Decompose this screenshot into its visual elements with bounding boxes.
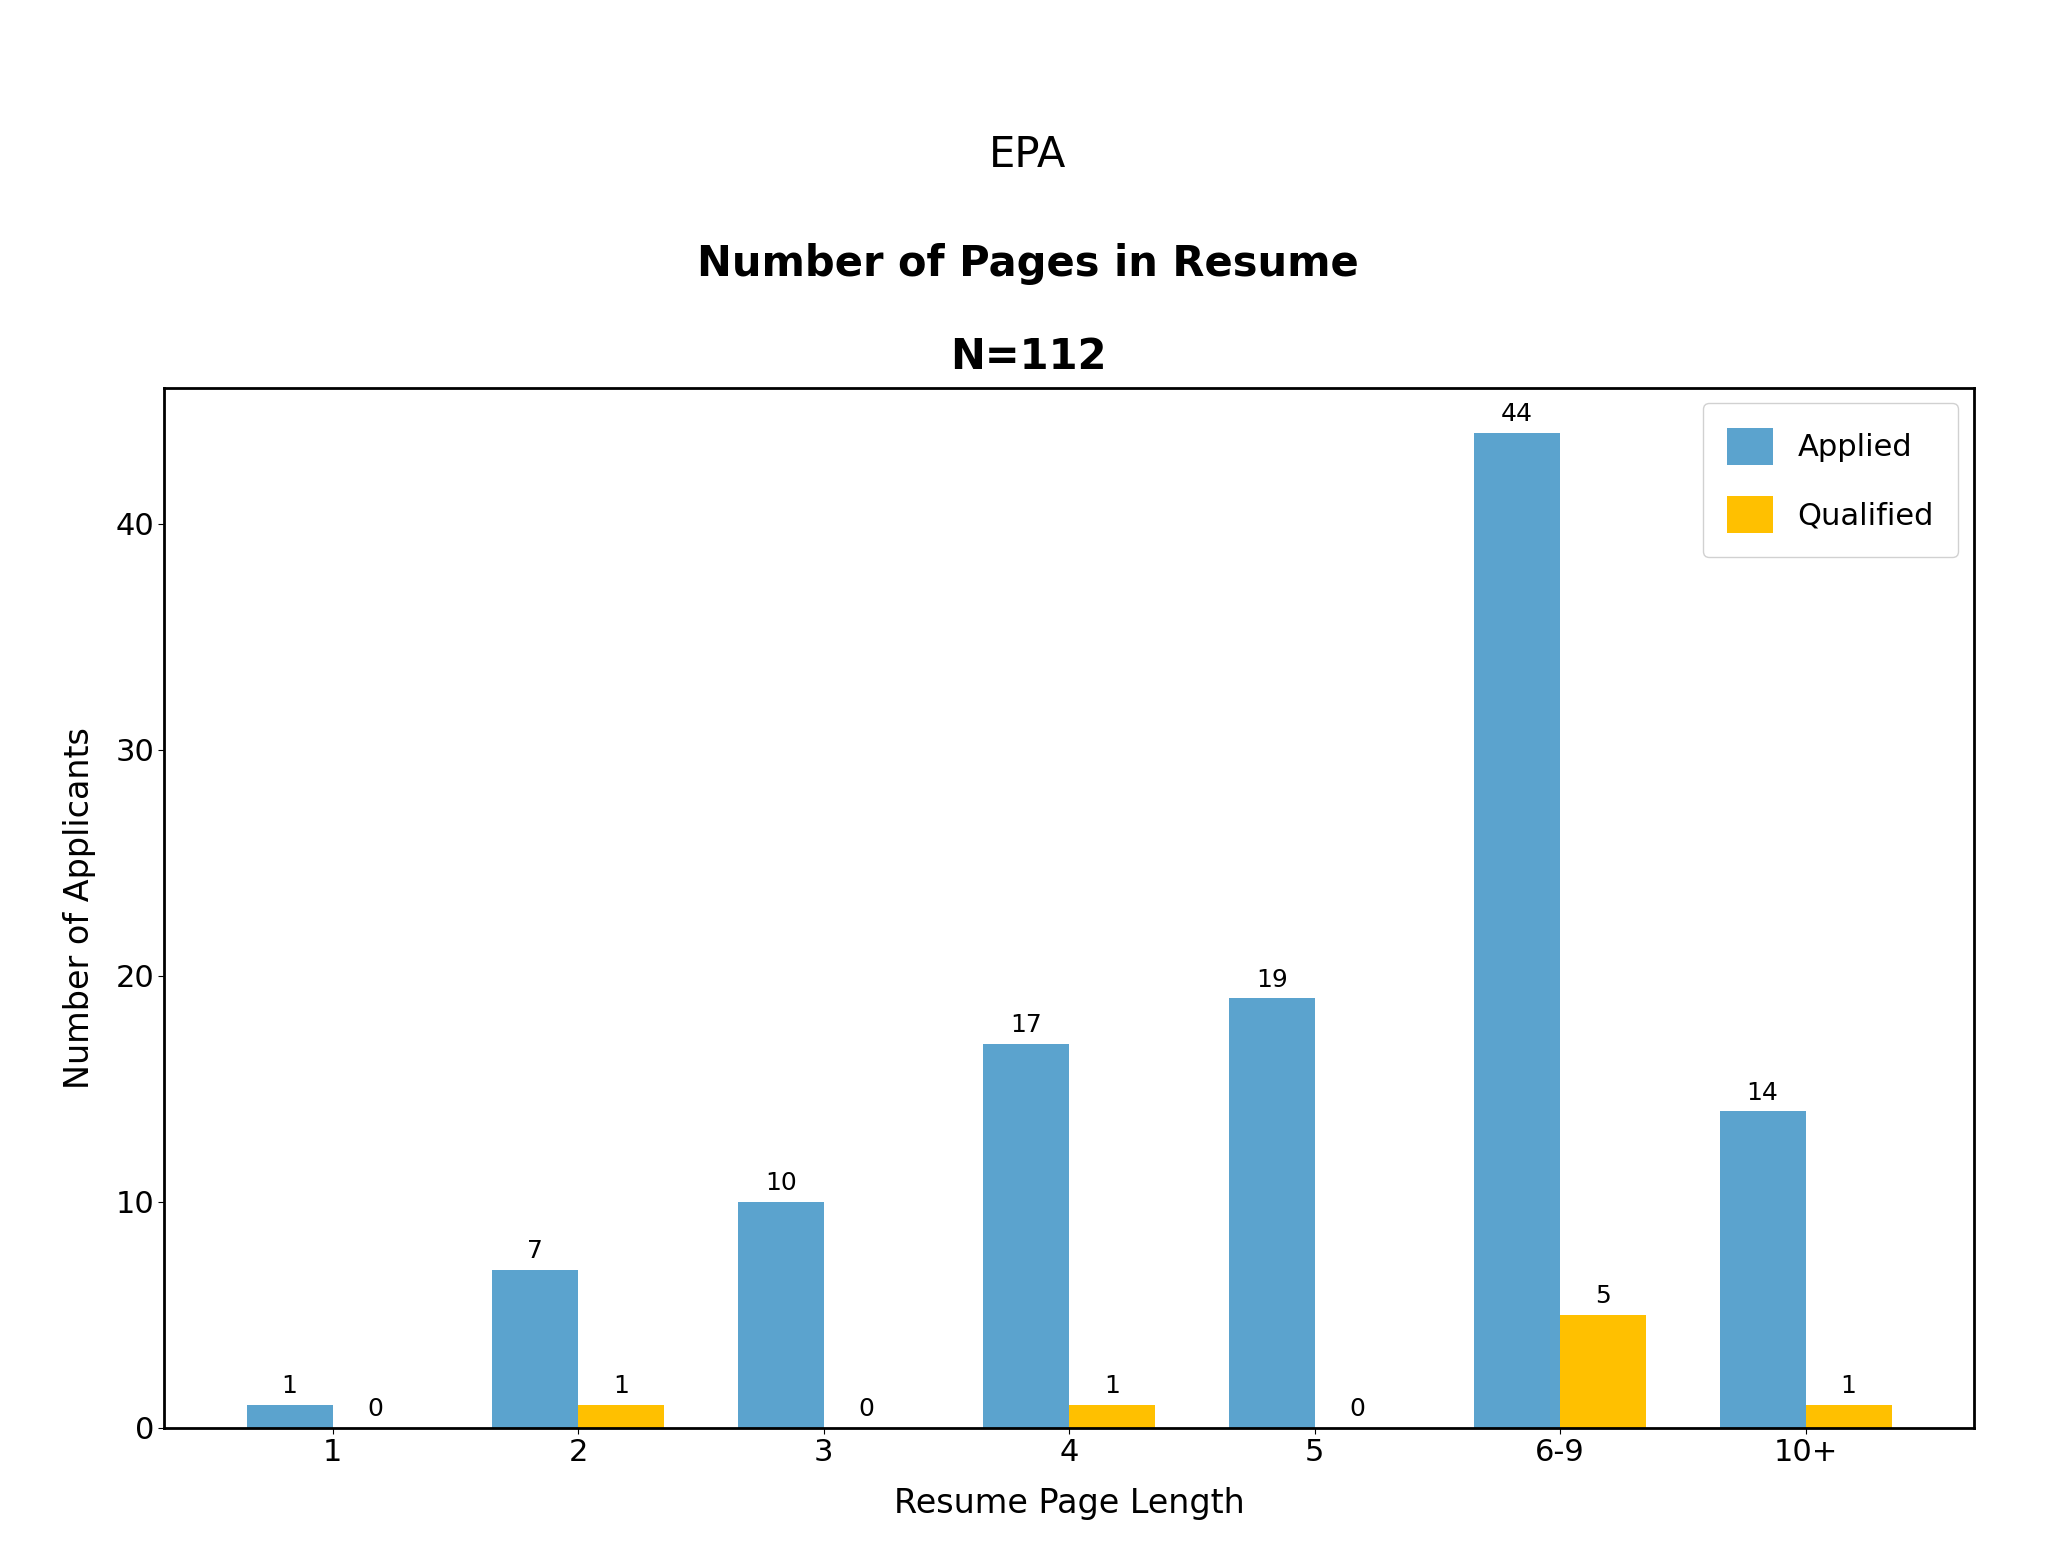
Text: 14: 14 — [1748, 1080, 1778, 1105]
Bar — [247, 1405, 333, 1428]
Bar — [1069, 1405, 1155, 1428]
Text: 1: 1 — [1104, 1375, 1121, 1398]
Text: 1: 1 — [613, 1375, 629, 1398]
Bar — [1561, 1315, 1647, 1428]
Bar — [983, 1043, 1069, 1428]
Bar — [1805, 1405, 1892, 1428]
Text: 44: 44 — [1501, 402, 1534, 427]
Text: 17: 17 — [1009, 1013, 1042, 1037]
Bar — [1719, 1111, 1805, 1428]
Text: 0: 0 — [1349, 1397, 1365, 1422]
Y-axis label: Number of Applicants: Number of Applicants — [64, 726, 97, 1090]
Bar — [491, 1270, 578, 1428]
Text: 5: 5 — [1595, 1284, 1612, 1308]
Text: EPA: EPA — [989, 133, 1067, 177]
Text: 0: 0 — [859, 1397, 874, 1422]
Bar — [578, 1405, 664, 1428]
Text: 1: 1 — [1840, 1375, 1857, 1398]
Bar — [738, 1201, 824, 1428]
Bar — [1229, 998, 1314, 1428]
X-axis label: Resume Page Length: Resume Page Length — [894, 1487, 1244, 1519]
Text: 10: 10 — [765, 1172, 796, 1195]
Text: 1: 1 — [282, 1375, 298, 1398]
Text: N=112: N=112 — [950, 335, 1106, 379]
Bar — [1474, 433, 1561, 1428]
Text: Number of Pages in Resume: Number of Pages in Resume — [697, 242, 1359, 286]
Text: 19: 19 — [1256, 967, 1287, 992]
Legend: Applied, Qualified: Applied, Qualified — [1702, 404, 1959, 557]
Text: 0: 0 — [368, 1397, 384, 1422]
Text: 7: 7 — [526, 1238, 543, 1263]
